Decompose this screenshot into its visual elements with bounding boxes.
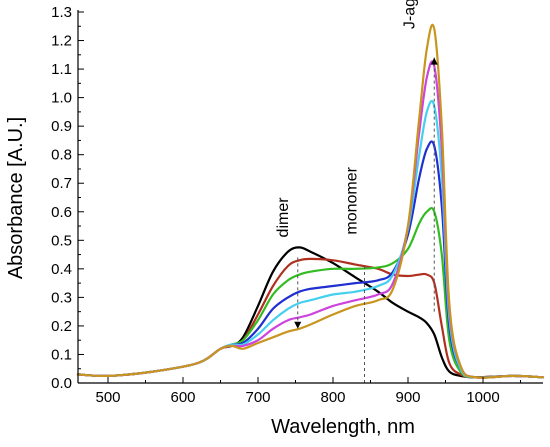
y-tick-label: 0.0 (51, 375, 72, 392)
axes-layer (77, 10, 543, 384)
x-tick-label: 500 (95, 389, 120, 406)
series-line-2 (76, 257, 545, 379)
y-tick-label: 0.7 (51, 175, 72, 192)
y-tick-label: 0.2 (51, 318, 72, 335)
x-tick-label: 900 (395, 389, 420, 406)
y-tick-label: 1.1 (51, 61, 72, 78)
annotation-dimer: dimer (275, 197, 292, 238)
y-tick-label: 0.4 (51, 261, 72, 278)
annotation-monomer: monomer (344, 166, 361, 234)
x-tick-label: 1000 (466, 389, 499, 406)
series-line-6 (76, 60, 545, 379)
annotation-j-aggregate: J-aggregate (401, 0, 418, 29)
ticks-layer: 500 600 700 800 900 1000 0.0 0.1 0.2 0.3 0.4 0.5 0.6… (51, 4, 521, 406)
arrow-down-icon (294, 321, 302, 329)
y-tick-label: 0.1 (51, 346, 72, 363)
series-line-1 (76, 246, 545, 379)
y-tick-label: 0.3 (51, 289, 72, 306)
y-tick-label: 0.9 (51, 118, 72, 135)
y-tick-label: 0.5 (51, 232, 72, 249)
x-tick-label: 800 (320, 389, 345, 406)
y-tick-label: 1.2 (51, 33, 72, 50)
x-tick-label: 600 (170, 389, 195, 406)
x-axis-title: Wavelength, nm (271, 416, 415, 438)
x-tick-label: 700 (245, 389, 270, 406)
series-layer (76, 23, 545, 379)
y-tick-label: 1.3 (51, 4, 72, 21)
y-axis-title: Absorbance [A.U.] (5, 117, 27, 279)
arrow-up-icon (430, 57, 438, 65)
y-tick-label: 0.8 (51, 147, 72, 164)
y-tick-label: 1.0 (51, 90, 72, 107)
guides-layer (294, 57, 438, 383)
series-line-7 (76, 23, 545, 379)
series-line-5 (76, 99, 545, 379)
series-line-3 (76, 207, 545, 379)
y-tick-label: 0.6 (51, 204, 72, 221)
